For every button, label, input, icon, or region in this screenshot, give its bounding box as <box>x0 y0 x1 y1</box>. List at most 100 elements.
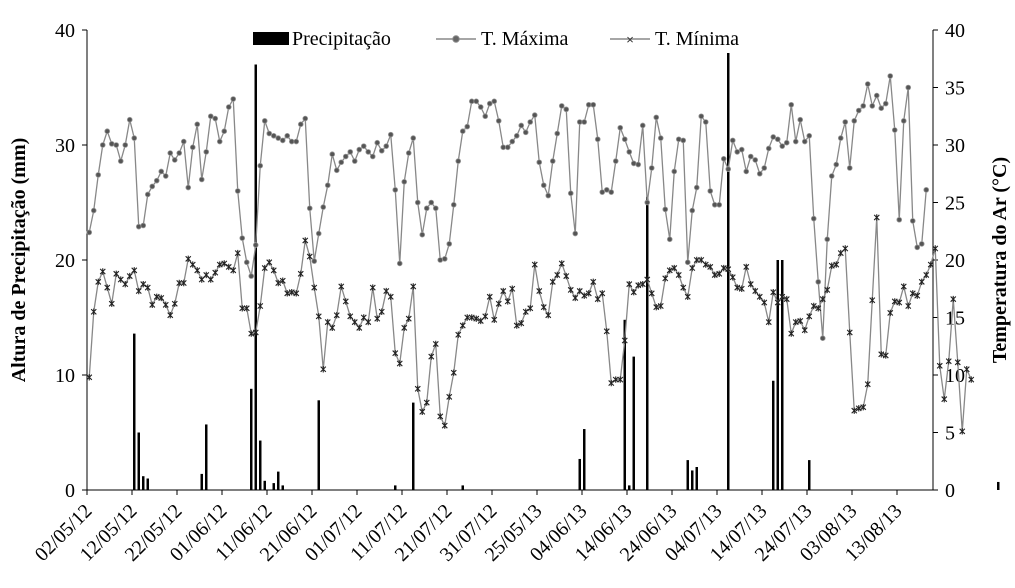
precipitation-bar <box>461 485 464 490</box>
tmax-point <box>428 199 435 206</box>
tmax-point <box>216 138 223 145</box>
tmin-point <box>896 299 903 306</box>
tmin-point <box>315 313 322 320</box>
tmax-point <box>351 158 358 164</box>
tmax-point <box>918 241 925 247</box>
tmin-point <box>873 214 880 221</box>
tmin-point <box>621 337 628 344</box>
tmin-point <box>801 326 808 334</box>
tmin-point <box>90 308 97 315</box>
legend-label-precipitacao: Precipitação <box>292 28 391 50</box>
right-tick-label: 5 <box>945 423 955 445</box>
right-tick-label: 35 <box>945 78 965 100</box>
tmax-point <box>887 73 894 79</box>
tmax-point <box>567 190 574 197</box>
tmin-point <box>864 381 871 388</box>
tmax-point <box>297 121 304 128</box>
tmax-point <box>783 139 790 146</box>
tmax-point <box>792 138 799 145</box>
legend-label-tminima: T. Mínima <box>655 28 739 50</box>
tmin-point <box>846 329 853 336</box>
tmin-point <box>720 264 727 272</box>
tmax-point <box>275 135 282 141</box>
tmax-point <box>419 231 426 238</box>
tmax-point <box>342 153 349 160</box>
tmin-point <box>302 237 309 244</box>
tmin-point <box>774 299 781 306</box>
tmax-point <box>333 167 340 174</box>
tmin-point <box>207 276 214 283</box>
precipitation-bar <box>133 333 136 490</box>
tmax-point <box>828 173 835 179</box>
tmin-point <box>734 284 741 291</box>
tmax-point <box>774 136 781 143</box>
tmax-point <box>738 146 745 153</box>
tmax-point <box>662 206 669 213</box>
tmax-point <box>734 149 741 155</box>
tmin-point <box>639 280 646 288</box>
tmin-point <box>797 317 804 325</box>
tmax-point <box>630 160 637 167</box>
tmin-point <box>860 404 867 411</box>
tmax-point <box>153 177 160 184</box>
tmin-point <box>576 287 583 295</box>
tmax-point <box>167 150 174 156</box>
precipitation-bar <box>997 481 1000 490</box>
tmin-point <box>914 292 921 299</box>
tmin-point <box>464 314 471 321</box>
tmax-point <box>446 241 453 247</box>
tmin-point <box>162 301 169 309</box>
tmin-point <box>369 284 376 291</box>
tmax-point <box>675 136 682 143</box>
temperature-lines <box>86 73 975 435</box>
tmin-point <box>927 261 934 268</box>
tmin-point <box>203 271 210 279</box>
right-tick-label: 30 <box>945 135 965 157</box>
tmax-point <box>302 115 309 122</box>
tmax-point <box>909 218 916 224</box>
tmin-point <box>234 249 241 257</box>
tmax-point <box>554 130 561 137</box>
tmax-point <box>126 116 133 123</box>
tmin-point <box>671 264 678 272</box>
tmax-point <box>86 229 93 236</box>
tmin-point <box>176 279 183 287</box>
precipitation-bar <box>146 478 149 490</box>
tmin-point <box>684 293 691 300</box>
tmin-point <box>428 353 435 360</box>
tmax-point <box>648 165 655 171</box>
tmax-point <box>698 113 705 120</box>
tmax-point <box>225 104 232 110</box>
tmin-point <box>725 266 732 273</box>
right-tick-label: 10 <box>945 365 965 387</box>
tmax-point <box>221 128 228 135</box>
tmin-point <box>414 385 421 392</box>
tmax-point <box>657 135 664 141</box>
tmax-point <box>599 189 606 195</box>
tmax-point <box>527 119 534 125</box>
tmin-point <box>752 287 759 295</box>
tmin-point <box>590 278 597 286</box>
tmax-point <box>531 112 538 118</box>
tmax-point <box>621 136 628 143</box>
precipitation-bar <box>412 402 415 490</box>
tmin-point <box>626 280 633 288</box>
tmax-point <box>131 135 138 141</box>
tmin-point <box>180 279 187 287</box>
tmin-point <box>504 298 511 305</box>
tmin-point <box>900 283 907 290</box>
tmin-point <box>644 276 651 283</box>
tmin-point <box>320 366 327 373</box>
precipitation-bar <box>137 432 140 490</box>
tmax-point <box>279 137 286 144</box>
precipitation-bar <box>250 388 253 490</box>
tmax-point <box>486 100 493 107</box>
tmin-point <box>689 264 696 272</box>
tmin-point <box>185 255 192 263</box>
tmax-point <box>414 199 421 206</box>
tmin-point <box>599 290 606 297</box>
tmax-point <box>257 162 264 169</box>
tmin-point <box>572 294 579 302</box>
tmin-point <box>918 278 925 286</box>
